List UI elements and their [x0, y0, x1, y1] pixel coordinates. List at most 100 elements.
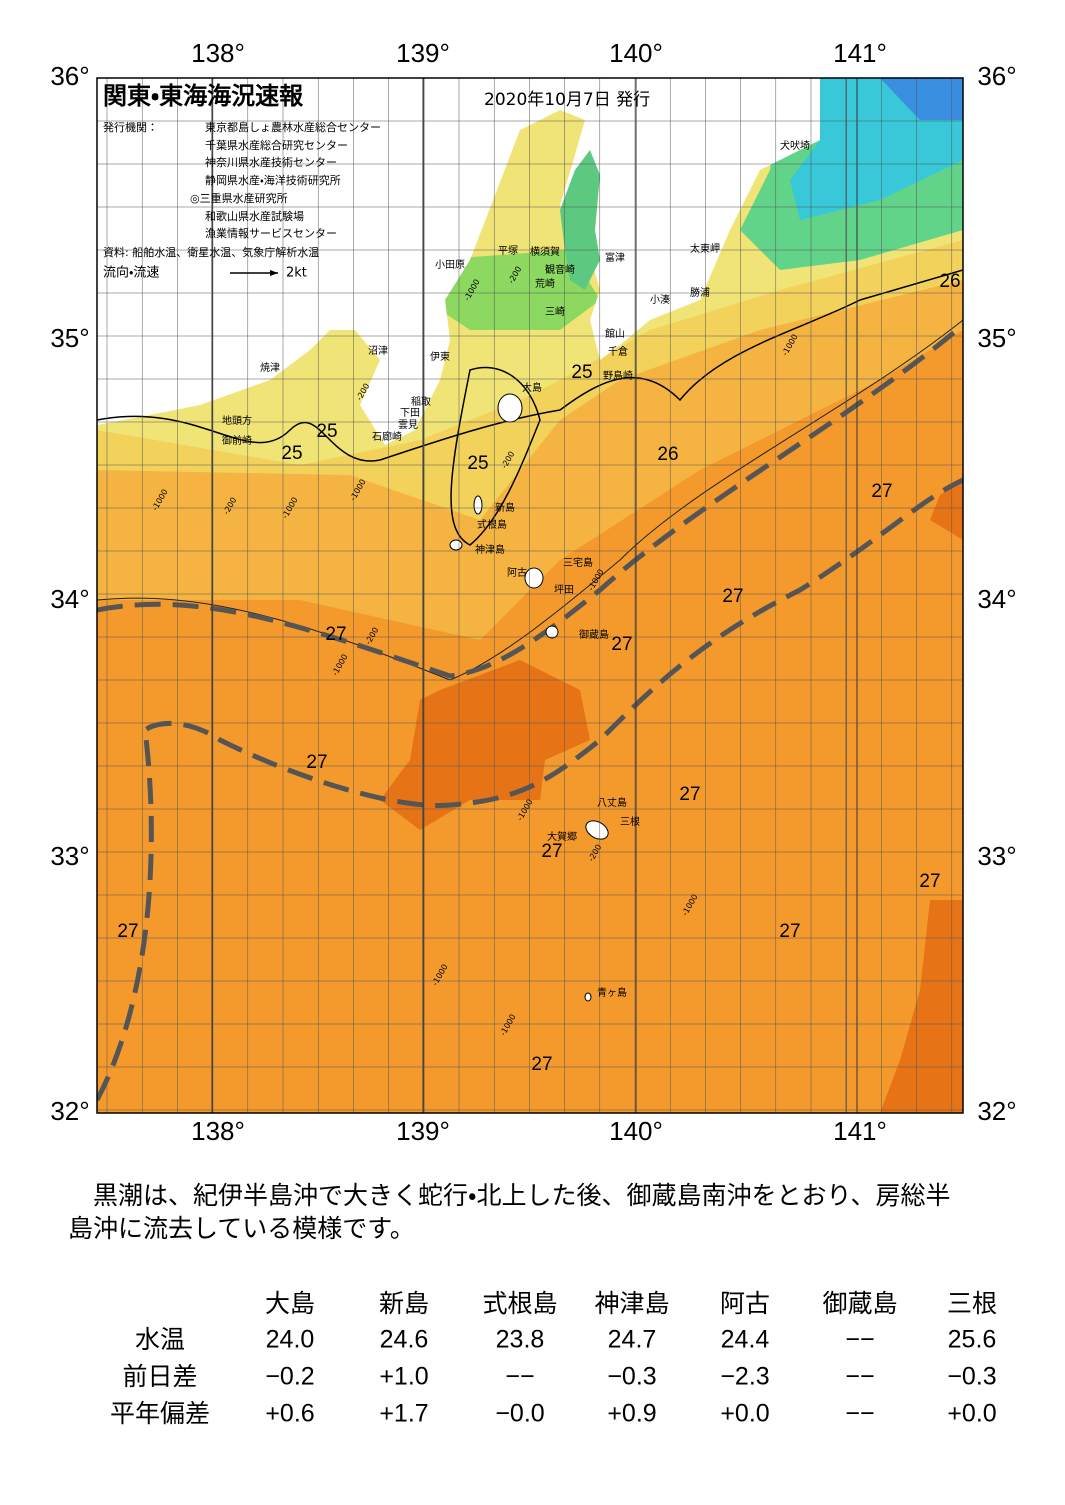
row-label: 前日差	[122, 1362, 197, 1391]
place-label: 青ヶ島	[597, 986, 627, 999]
place-label: 伊東	[430, 350, 450, 363]
temperature-label: 25	[281, 443, 302, 464]
table-cell: −0.2	[265, 1363, 314, 1391]
place-label: 荒崎	[535, 277, 555, 290]
place-label: 阿古	[507, 566, 527, 579]
temperature-label: 27	[531, 1054, 552, 1075]
temperature-label: 26	[657, 444, 678, 465]
land	[97, 78, 820, 445]
island	[545, 625, 559, 639]
lat-label: 34°	[50, 584, 89, 614]
table-cell: 24.6	[380, 1326, 429, 1354]
warm-core	[930, 480, 963, 540]
temperature-label: 27	[325, 624, 346, 645]
island	[584, 992, 592, 1002]
place-label: 勝浦	[690, 286, 710, 299]
issuer: 和歌山県水産試験場	[205, 209, 304, 223]
table-cell: +0.6	[265, 1400, 314, 1428]
table-cell: 24.0	[266, 1326, 315, 1354]
lon-label: 141°	[833, 1116, 887, 1146]
lat-label: 32°	[977, 1096, 1016, 1126]
temperature-label: 25	[316, 421, 337, 442]
table-header: 三根	[947, 1289, 997, 1318]
lat-label: 33°	[50, 841, 89, 871]
temperature-label: 27	[541, 841, 562, 862]
place-label: 坪田	[554, 583, 574, 596]
table-cell: +1.0	[379, 1363, 428, 1391]
map-frame	[96, 77, 964, 1114]
table-cell: −−	[845, 1363, 874, 1391]
temperature-label: 27	[722, 586, 743, 607]
place-label: 焼津	[260, 362, 280, 374]
tokyo-bay	[560, 150, 600, 290]
place-label: 三崎	[545, 305, 565, 318]
place-label: 下田	[400, 408, 420, 419]
table-cell: 23.8	[496, 1326, 545, 1354]
table-cell: +0.0	[720, 1400, 769, 1428]
temperature-label: 27	[611, 634, 632, 655]
temperature-label: 27	[679, 784, 700, 805]
place-label: 地頭方	[222, 414, 252, 427]
map	[97, 78, 963, 1113]
place-label: 富津	[605, 251, 625, 264]
lon-label: 138°	[191, 38, 245, 68]
sea-blue	[880, 78, 963, 120]
temperature-label: 26	[939, 271, 960, 292]
place-label: 大島	[522, 381, 542, 394]
source: 資料: 船舶水温、衛星水温、気象庁解析水温	[103, 245, 319, 259]
contour	[97, 319, 963, 681]
place-label: 太東岬	[690, 242, 720, 255]
paragraph-line: 島沖に流去している模様です。	[68, 1214, 415, 1243]
lat-label: 32°	[50, 1096, 89, 1126]
table-cell: −0.3	[947, 1363, 996, 1391]
table-cell: 24.4	[721, 1326, 770, 1354]
place-label: 式根島	[477, 518, 507, 531]
island	[497, 393, 523, 423]
lon-label: 140°	[609, 1116, 663, 1146]
place-label: 御蔵島	[579, 628, 609, 641]
place-label: 犬吠埼	[780, 139, 810, 152]
place-label: 平塚	[498, 245, 518, 257]
place-label: 三宅島	[563, 556, 593, 569]
title: 関東・東海海況速報	[103, 82, 304, 110]
lat-label: 36°	[50, 61, 89, 91]
issuer: 漁業情報サービスセンター	[205, 226, 337, 240]
sea-green	[430, 250, 600, 330]
place-label: 神津島	[475, 543, 505, 556]
issuer: 東京都島しょ農林水産総合センター	[205, 120, 381, 134]
temperature-label: 27	[919, 871, 940, 892]
kuroshio-axis	[97, 323, 963, 679]
table-header: 御蔵島	[822, 1289, 897, 1318]
table-header: 阿古	[720, 1289, 770, 1318]
legend-arrowhead	[270, 270, 278, 276]
lon-label: 139°	[396, 1116, 450, 1146]
row-label: 水温	[135, 1325, 185, 1354]
table-header: 新島	[379, 1289, 429, 1318]
temperature-label: 27	[306, 752, 327, 773]
place-label: 石廊崎	[372, 430, 402, 443]
table-cell: +0.9	[607, 1400, 656, 1428]
issuer: 千葉県水産総合研究センター	[205, 138, 348, 152]
issuer: 神奈川県水産技術センター	[205, 155, 337, 169]
place-label: 小田原	[435, 259, 465, 271]
kuroshio-axis	[97, 477, 963, 1102]
island	[585, 820, 609, 840]
date: 2020年10月7日 発行	[484, 90, 650, 110]
temperature-label: 27	[117, 921, 138, 942]
table-header: 式根島	[482, 1289, 557, 1318]
legend-label: 流向・流速	[103, 265, 159, 281]
island	[449, 539, 463, 551]
table-header: 神津島	[594, 1289, 669, 1318]
table-cell: −−	[505, 1363, 534, 1391]
place-label: 館山	[605, 327, 625, 340]
place-label: 三根	[620, 815, 640, 828]
temperature-label: 25	[571, 362, 592, 383]
lat-label: 33°	[977, 841, 1016, 871]
paragraph-line: 黒潮は、紀伊半島沖で大きく蛇行・北上した後、御蔵島南沖をとおり、房総半	[68, 1181, 951, 1210]
place-label: 大賀郷	[547, 830, 577, 843]
table-cell: −2.3	[720, 1363, 769, 1391]
contour	[97, 269, 963, 462]
issuer: 静岡県水産・海洋技術研究所	[205, 173, 341, 187]
place-label: 八丈島	[597, 796, 627, 809]
